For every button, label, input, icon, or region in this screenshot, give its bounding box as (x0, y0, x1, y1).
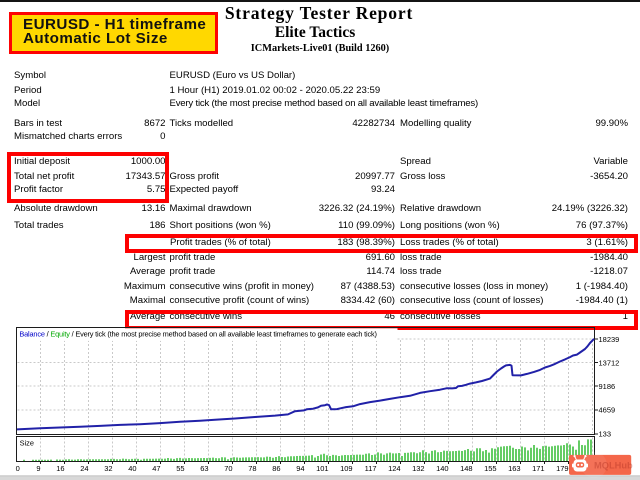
svg-text:24: 24 (80, 464, 88, 473)
svg-text:155: 155 (484, 464, 497, 473)
svg-text:MQLHub: MQLHub (594, 461, 633, 471)
svg-text:0: 0 (16, 464, 20, 473)
svg-text:55: 55 (176, 464, 184, 473)
svg-text:Size: Size (20, 439, 34, 448)
svg-text:94: 94 (296, 464, 304, 473)
svg-text:86: 86 (272, 464, 280, 473)
svg-text:133: 133 (599, 430, 612, 439)
svg-text:40: 40 (128, 464, 136, 473)
svg-text:9: 9 (36, 464, 40, 473)
svg-text:18239: 18239 (599, 335, 620, 344)
svg-text:171: 171 (532, 464, 545, 473)
svg-text:63: 63 (200, 464, 208, 473)
svg-text:163: 163 (508, 464, 521, 473)
svg-text:179: 179 (556, 464, 569, 473)
svg-text:101: 101 (316, 464, 329, 473)
svg-text:117: 117 (365, 464, 377, 473)
svg-text:124: 124 (388, 464, 401, 473)
svg-text:132: 132 (412, 464, 425, 473)
svg-text:4659: 4659 (599, 406, 616, 415)
svg-text:16: 16 (56, 464, 64, 473)
svg-text:140: 140 (436, 464, 449, 473)
svg-text:9186: 9186 (599, 382, 616, 391)
svg-text:148: 148 (460, 464, 473, 473)
svg-text:109: 109 (340, 464, 353, 473)
svg-text:32: 32 (104, 464, 112, 473)
svg-text:70: 70 (224, 464, 232, 473)
svg-text:Balance / Equity / Every tick: Balance / Equity / Every tick (the most … (19, 330, 376, 339)
svg-text:13712: 13712 (599, 358, 620, 367)
svg-text:78: 78 (248, 464, 256, 473)
svg-text:47: 47 (152, 464, 160, 473)
